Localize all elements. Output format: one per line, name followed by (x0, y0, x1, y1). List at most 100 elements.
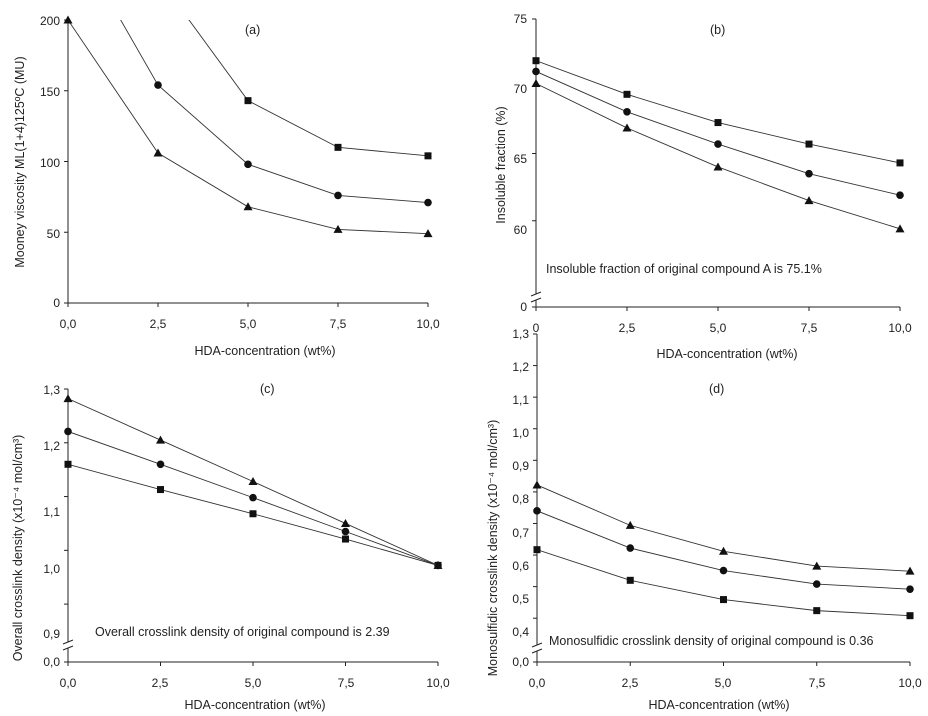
series-square-line (537, 549, 911, 617)
data-point-triangle (243, 202, 253, 211)
data-point-triangle (63, 15, 73, 24)
panel-a-y-tick-labels: 0 50 100 150 200 (40, 14, 60, 310)
data-point-circle (533, 507, 541, 515)
data-point-circle (714, 140, 722, 148)
panel-d-xtick-label: 5,0 (715, 676, 732, 690)
panel-b-ytick-label: 70 (514, 82, 528, 96)
data-point-triangle (248, 476, 258, 485)
data-point-triangle (333, 224, 343, 233)
data-point-circle (154, 81, 162, 89)
panel-c-xtick-label: 2,5 (152, 676, 169, 690)
data-point-square (64, 460, 72, 468)
data-point-triangle (532, 480, 542, 489)
panel-b-xtick-label: 0 (533, 321, 540, 335)
panel-d-ytick-label: 0,0 (512, 655, 529, 669)
panel-a-x-tick-labels: 0,0 2,5 5,0 7,5 10,0 (60, 317, 440, 331)
panel-b-y-tick-labels: 0 60 65 70 75 (514, 12, 528, 314)
data-point-circle (896, 191, 904, 199)
data-point-circle (623, 108, 631, 116)
panel-d-xtick-label: 7,5 (809, 676, 826, 690)
data-point-square (334, 143, 342, 151)
series-triangle-line (536, 83, 901, 230)
panel-b-label: (b) (710, 23, 725, 37)
panel-a: (a) Mooney viscosity ML(1+4)125ºC (MU) H… (13, 14, 440, 358)
data-point-triangle (622, 123, 632, 132)
panel-a-label: (a) (245, 23, 260, 37)
panel-d-ytick-label: 1,1 (512, 393, 529, 407)
panel-a-xtick-label: 5,0 (240, 317, 257, 331)
data-point-square (532, 57, 540, 65)
panel-c-plot (62, 388, 443, 666)
panel-c-label: (c) (260, 382, 275, 396)
panel-a-plot (63, 15, 433, 307)
panel-a-ytick-label: 0 (53, 296, 60, 310)
panel-d-xtick-label: 10,0 (898, 676, 922, 690)
panel-b-ylabel: Insoluble fraction (%) (494, 106, 508, 223)
panel-a-ylabel: Mooney viscosity ML(1+4)125ºC (MU) (13, 56, 27, 267)
panel-d-xlabel: HDA-concentration (wt%) (648, 698, 789, 712)
axis-break-mark (531, 642, 543, 654)
panel-d-label: (d) (709, 382, 724, 396)
panel-d-x-tick-labels: 0,0 2,5 5,0 7,5 10,0 (529, 676, 922, 690)
data-point-triangle (531, 79, 541, 88)
data-point-circle (719, 566, 728, 575)
data-point-circle (156, 460, 165, 469)
panel-c-ytick-label: 1,1 (43, 505, 60, 519)
panel-c-xlabel: HDA-concentration (wt%) (184, 698, 325, 712)
panel-a-xtick-label: 0,0 (60, 317, 77, 331)
panel-b-xlabel: HDA-concentration (wt%) (656, 347, 797, 361)
panel-b-ytick-label: 65 (514, 152, 528, 166)
panel-d-ytick-label: 0,4 (512, 625, 529, 639)
panel-a-ytick-label: 200 (40, 14, 60, 28)
panel-d-xtick-label: 2,5 (622, 676, 639, 690)
data-point-triangle (63, 394, 73, 403)
data-point-circle (805, 169, 813, 178)
panel-d-xtick-label: 0,0 (529, 676, 546, 690)
data-point-triangle (423, 229, 433, 238)
data-point-square (342, 535, 349, 543)
data-point-triangle (433, 560, 443, 569)
data-point-triangle (153, 148, 163, 157)
data-point-square (896, 159, 904, 167)
panel-d-ytick-label: 0,8 (512, 492, 529, 506)
panel-c-ytick-label: 1,2 (43, 439, 60, 453)
panel-b-xtick-label: 5,0 (710, 321, 727, 335)
panel-b-xtick-label: 10,0 (888, 321, 912, 335)
panel-b-plot (530, 18, 905, 311)
panel-c-ylabel: Overall crosslink density (x10⁻⁴ mol/cm³… (11, 435, 25, 662)
panel-c-ytick-label: 0,9 (43, 627, 60, 641)
data-point-triangle (812, 561, 822, 570)
data-point-triangle (713, 162, 723, 171)
series-triangle-line (68, 20, 429, 235)
panel-a-xtick-label: 2,5 (150, 317, 167, 331)
panel-b-ytick-label: 60 (514, 223, 528, 237)
data-point-circle (341, 527, 350, 536)
data-point-square (714, 119, 722, 127)
data-point-triangle (156, 435, 165, 444)
panel-b: (b) Insoluble fraction (%) HDA-concentra… (494, 12, 912, 361)
panel-d-ytick-label: 0,6 (512, 559, 529, 573)
data-point-square (244, 97, 252, 105)
series-circle-line (536, 71, 901, 196)
data-point-circle (334, 191, 342, 200)
data-point-square (533, 546, 541, 554)
data-point-square (424, 152, 432, 160)
data-point-square (906, 612, 914, 620)
data-point-circle (424, 198, 432, 207)
panel-a-xtick-label: 10,0 (416, 317, 440, 331)
panel-d-ytick-label: 1,0 (512, 426, 529, 440)
panel-a-ytick-label: 50 (47, 227, 61, 241)
panel-c-annotation: Overall crosslink density of original co… (95, 625, 390, 639)
panel-d-annotation: Monosulfidic crosslink density of origin… (549, 634, 874, 648)
panel-c-ytick-label: 1,0 (43, 562, 60, 576)
data-point-circle (249, 493, 257, 502)
panel-c-ytick-label: 1,3 (43, 383, 60, 397)
data-point-triangle (895, 224, 905, 233)
series-triangle-line (537, 484, 911, 572)
panel-d-ytick-label: 1,2 (512, 360, 529, 374)
data-point-square (720, 596, 727, 604)
data-point-triangle (719, 546, 728, 555)
data-point-square (157, 486, 164, 494)
panel-a-ytick-label: 100 (40, 156, 60, 170)
panel-b-xtick-label: 2,5 (619, 321, 636, 335)
